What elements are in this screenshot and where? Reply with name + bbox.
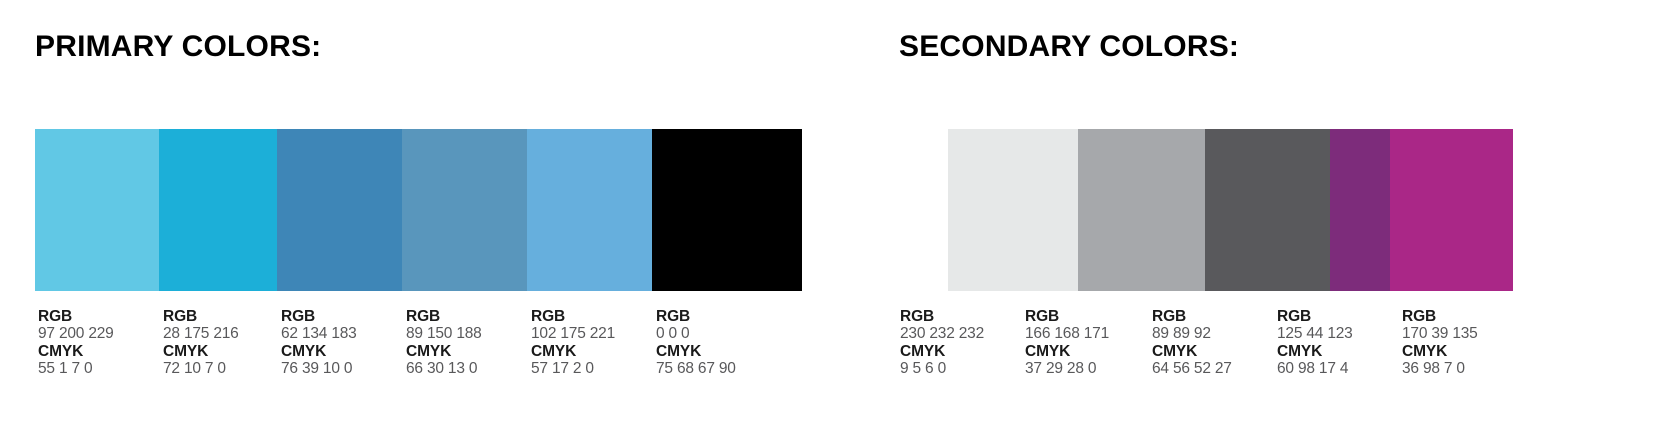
cmyk-value: 9 5 6 0 bbox=[900, 360, 947, 378]
rgb-label: RGB bbox=[531, 308, 566, 325]
rgb-value: 0 0 0 bbox=[656, 325, 690, 343]
rgb-label: RGB bbox=[163, 308, 198, 325]
secondary-swatch-labels: RGB 230 232 232 CMYK 9 5 6 0 RGB 166 168 171 C… bbox=[899, 308, 1513, 408]
rgb-value: 102 175 221 bbox=[531, 325, 615, 343]
cmyk-label: CMYK bbox=[1402, 342, 1448, 360]
color-info-magenta: RGB 170 39 135 CMYK 36 98 7 0 bbox=[1402, 308, 1478, 377]
rgb-label: RGB bbox=[656, 308, 691, 325]
color-swatch-light-sky-blue bbox=[35, 129, 159, 291]
cmyk-value: 66 30 13 0 bbox=[406, 360, 478, 378]
color-info-light-sky-blue: RGB 97 200 229 CMYK 55 1 7 0 bbox=[38, 308, 114, 377]
color-info-cornflower-blue: RGB 102 175 221 CMYK 57 17 2 0 bbox=[531, 308, 615, 377]
secondary-swatch-strip bbox=[899, 129, 1513, 291]
color-swatch-steel-blue bbox=[277, 129, 402, 291]
rgb-value: 230 232 232 bbox=[900, 325, 984, 343]
color-info-medium-grey: RGB 166 168 171 CMYK 37 29 28 0 bbox=[1025, 308, 1109, 377]
color-swatch-pale-grey bbox=[948, 129, 1078, 291]
cmyk-label: CMYK bbox=[281, 342, 327, 360]
color-info-cerulean-blue: RGB 28 175 216 CMYK 72 10 7 0 bbox=[163, 308, 239, 377]
secondary-color-palette: RGB 230 232 232 CMYK 9 5 6 0 RGB 166 168 171 C… bbox=[899, 129, 1513, 408]
color-swatch-dark-grey bbox=[1205, 129, 1330, 291]
rgb-value: 28 175 216 bbox=[163, 325, 239, 343]
cmyk-value: 75 68 67 90 bbox=[656, 360, 736, 378]
cmyk-label: CMYK bbox=[656, 342, 702, 360]
cmyk-label: CMYK bbox=[406, 342, 452, 360]
cmyk-value: 72 10 7 0 bbox=[163, 360, 226, 378]
primary-swatch-strip bbox=[35, 129, 802, 291]
cmyk-value: 57 17 2 0 bbox=[531, 360, 594, 378]
rgb-label: RGB bbox=[406, 308, 441, 325]
rgb-value: 89 150 188 bbox=[406, 325, 482, 343]
rgb-value: 125 44 123 bbox=[1277, 325, 1353, 343]
cmyk-value: 36 98 7 0 bbox=[1402, 360, 1465, 378]
rgb-label: RGB bbox=[281, 308, 316, 325]
cmyk-value: 55 1 7 0 bbox=[38, 360, 93, 378]
rgb-value: 166 168 171 bbox=[1025, 325, 1109, 343]
color-info-dark-grey: RGB 89 89 92 CMYK 64 56 52 27 bbox=[1152, 308, 1232, 377]
color-swatch-cornflower-blue bbox=[527, 129, 652, 291]
color-swatch-muted-blue bbox=[402, 129, 527, 291]
color-info-black: RGB 0 0 0 CMYK 75 68 67 90 bbox=[656, 308, 736, 377]
color-swatch-cerulean-blue bbox=[159, 129, 277, 291]
rgb-label: RGB bbox=[1152, 308, 1187, 325]
color-info-steel-blue: RGB 62 134 183 CMYK 76 39 10 0 bbox=[281, 308, 357, 377]
rgb-label: RGB bbox=[1402, 308, 1437, 325]
color-info-deep-purple: RGB 125 44 123 CMYK 60 98 17 4 bbox=[1277, 308, 1353, 377]
color-swatch-deep-purple bbox=[1330, 129, 1390, 291]
rgb-value: 62 134 183 bbox=[281, 325, 357, 343]
rgb-label: RGB bbox=[38, 308, 73, 325]
color-swatch-magenta bbox=[1390, 129, 1513, 291]
cmyk-label: CMYK bbox=[1025, 342, 1071, 360]
rgb-value: 89 89 92 bbox=[1152, 325, 1211, 343]
primary-swatch-labels: RGB 97 200 229 CMYK 55 1 7 0 RGB 28 175 216 CM… bbox=[35, 308, 802, 408]
color-info-muted-blue: RGB 89 150 188 CMYK 66 30 13 0 bbox=[406, 308, 482, 377]
rgb-label: RGB bbox=[1277, 308, 1312, 325]
color-info-pale-grey: RGB 230 232 232 CMYK 9 5 6 0 bbox=[900, 308, 984, 377]
rgb-label: RGB bbox=[1025, 308, 1060, 325]
cmyk-label: CMYK bbox=[1277, 342, 1323, 360]
rgb-label: RGB bbox=[900, 308, 935, 325]
cmyk-label: CMYK bbox=[38, 342, 84, 360]
cmyk-label: CMYK bbox=[531, 342, 577, 360]
color-swatch-medium-grey bbox=[1078, 129, 1205, 291]
cmyk-label: CMYK bbox=[163, 342, 209, 360]
cmyk-value: 76 39 10 0 bbox=[281, 360, 353, 378]
cmyk-label: CMYK bbox=[1152, 342, 1198, 360]
cmyk-value: 37 29 28 0 bbox=[1025, 360, 1097, 378]
color-swatch-black bbox=[652, 129, 802, 291]
rgb-value: 97 200 229 bbox=[38, 325, 114, 343]
primary-color-palette: RGB 97 200 229 CMYK 55 1 7 0 RGB 28 175 216 CM… bbox=[35, 129, 802, 408]
secondary-colors-heading: SECONDARY COLORS: bbox=[899, 30, 1240, 63]
cmyk-label: CMYK bbox=[900, 342, 946, 360]
cmyk-value: 64 56 52 27 bbox=[1152, 360, 1232, 378]
cmyk-value: 60 98 17 4 bbox=[1277, 360, 1349, 378]
primary-colors-heading: PRIMARY COLORS: bbox=[35, 30, 322, 63]
rgb-value: 170 39 135 bbox=[1402, 325, 1478, 343]
